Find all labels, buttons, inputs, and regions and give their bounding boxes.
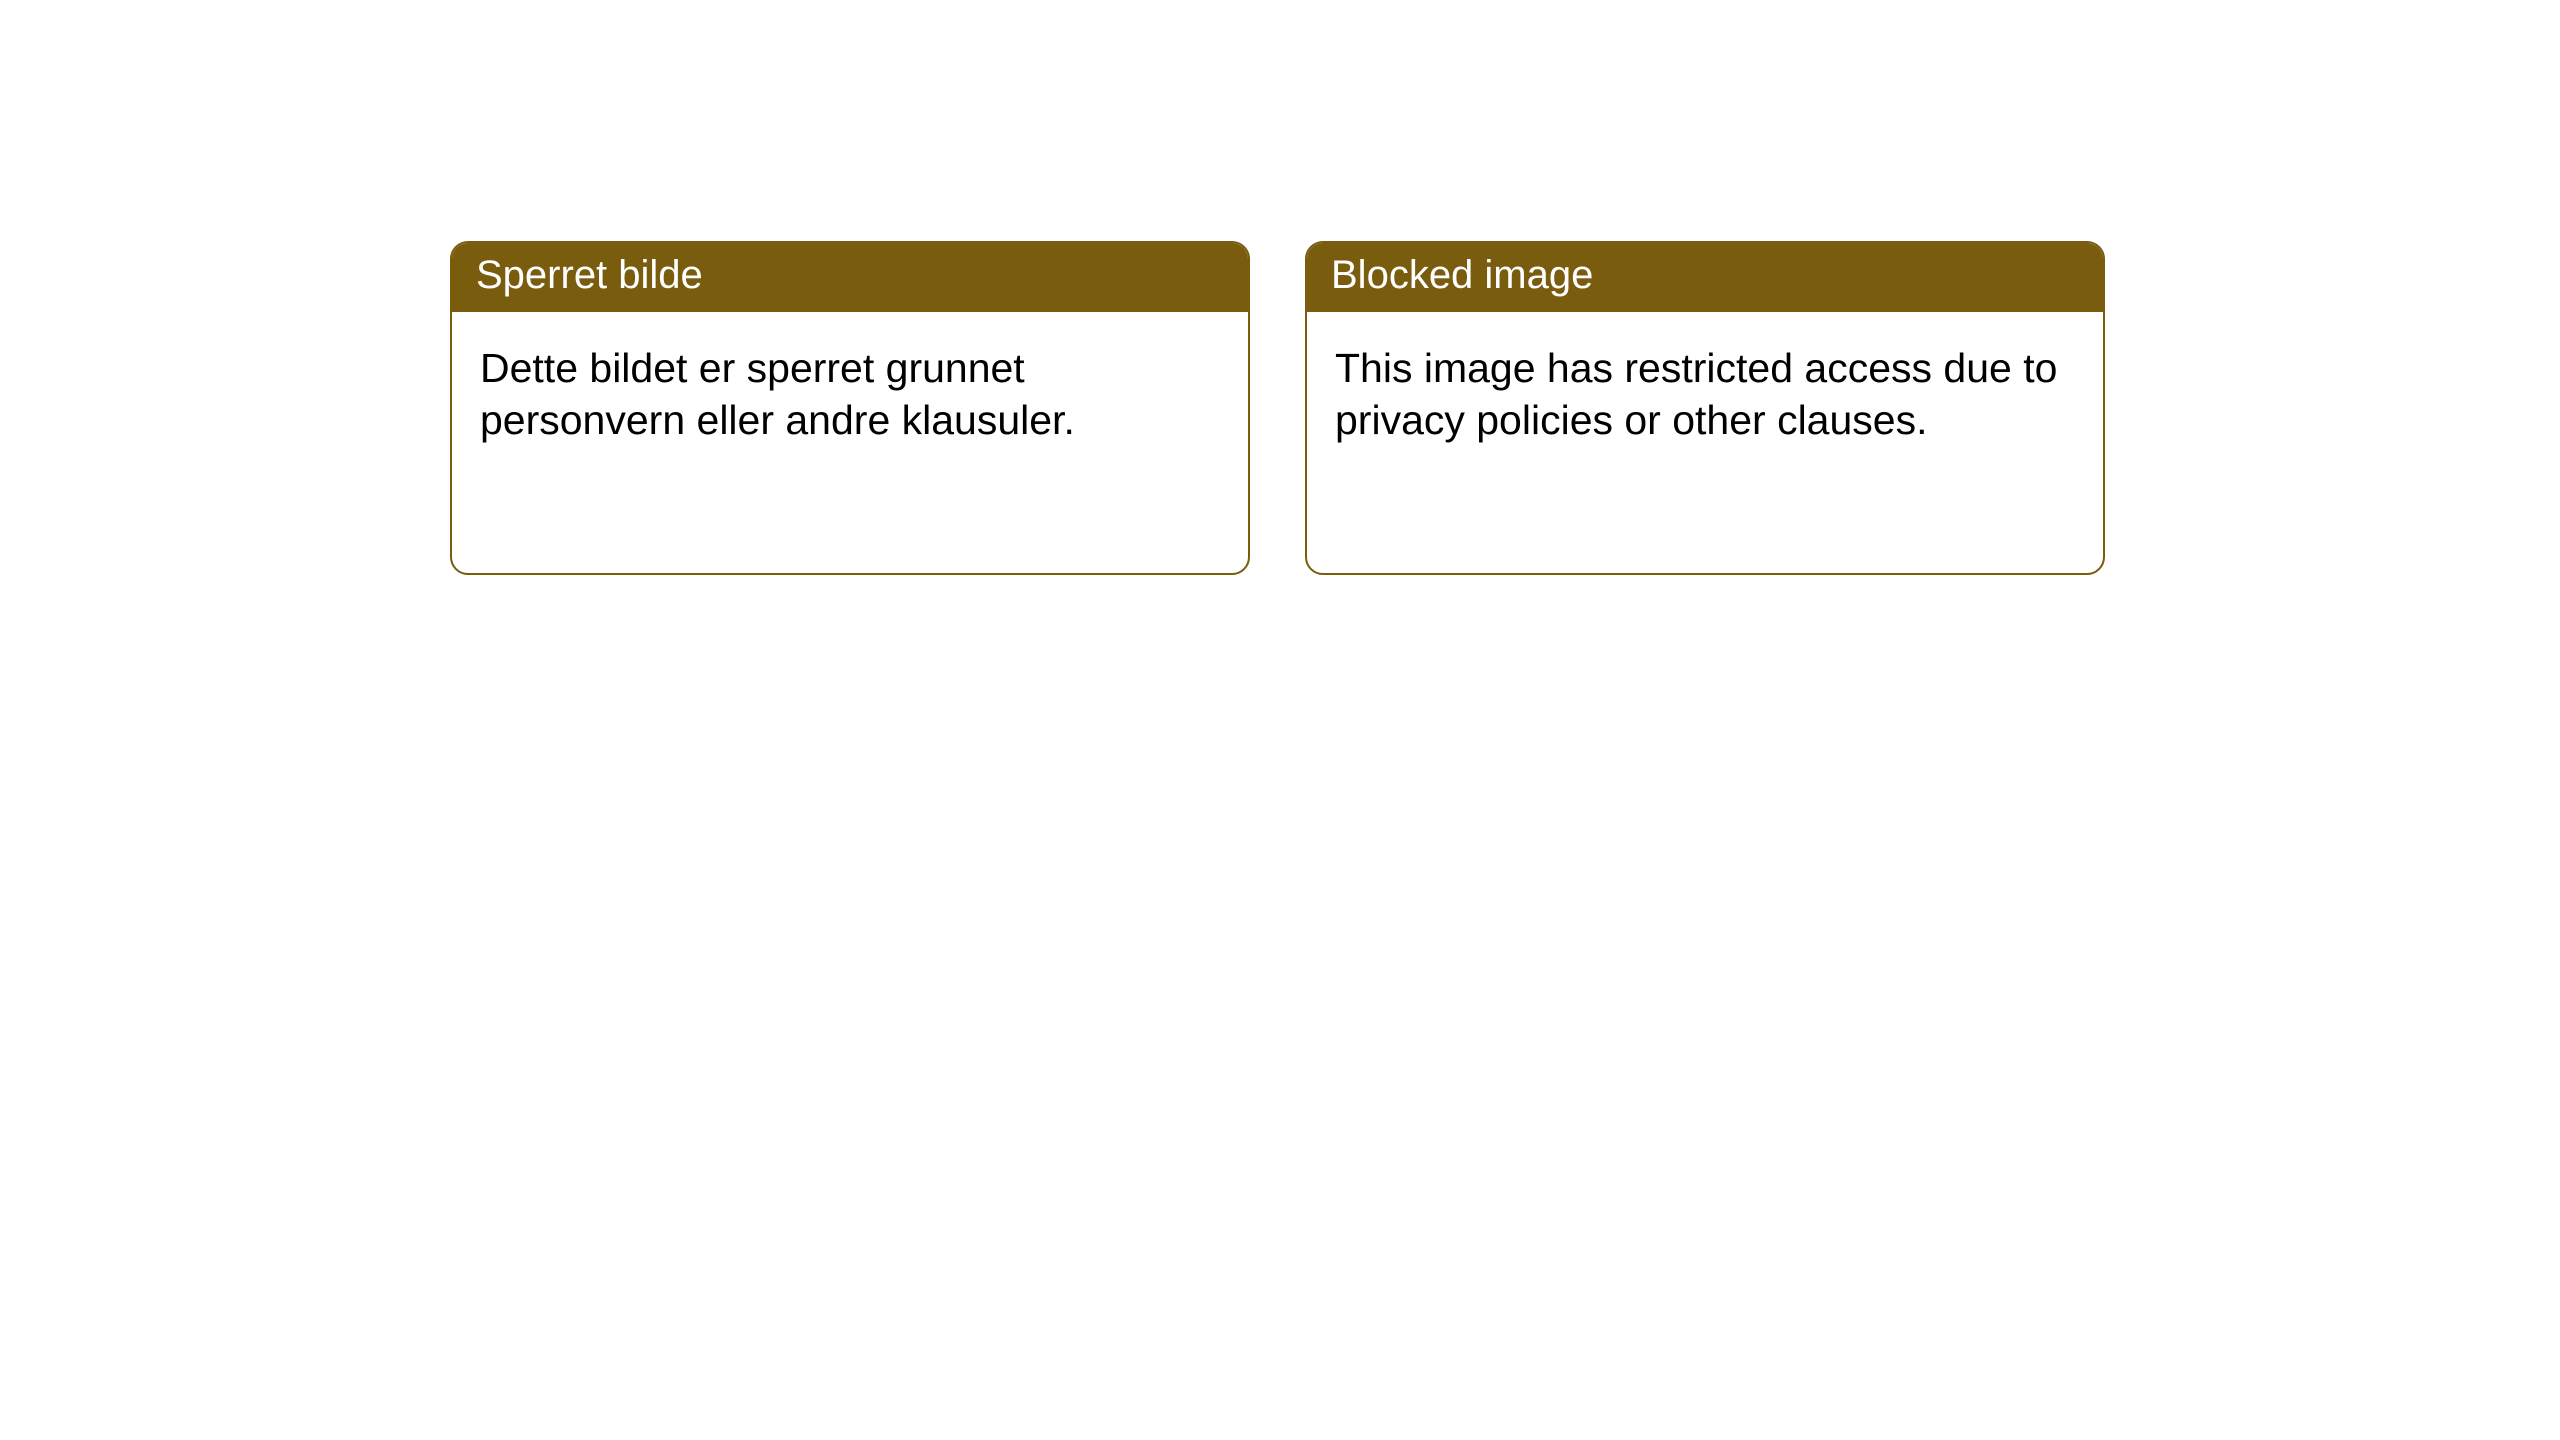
notice-body-no: Dette bildet er sperret grunnet personve… [452, 312, 1248, 471]
notice-card-no: Sperret bilde Dette bildet er sperret gr… [450, 241, 1250, 575]
notice-title: Blocked image [1331, 253, 1593, 297]
notice-card-en: Blocked image This image has restricted … [1305, 241, 2105, 575]
notice-text: Dette bildet er sperret grunnet personve… [480, 345, 1075, 443]
notice-header-en: Blocked image [1307, 243, 2103, 312]
notice-text: This image has restricted access due to … [1335, 345, 2057, 443]
notice-body-en: This image has restricted access due to … [1307, 312, 2103, 471]
notice-title: Sperret bilde [476, 253, 703, 297]
notice-header-no: Sperret bilde [452, 243, 1248, 312]
notice-container: Sperret bilde Dette bildet er sperret gr… [0, 0, 2560, 575]
